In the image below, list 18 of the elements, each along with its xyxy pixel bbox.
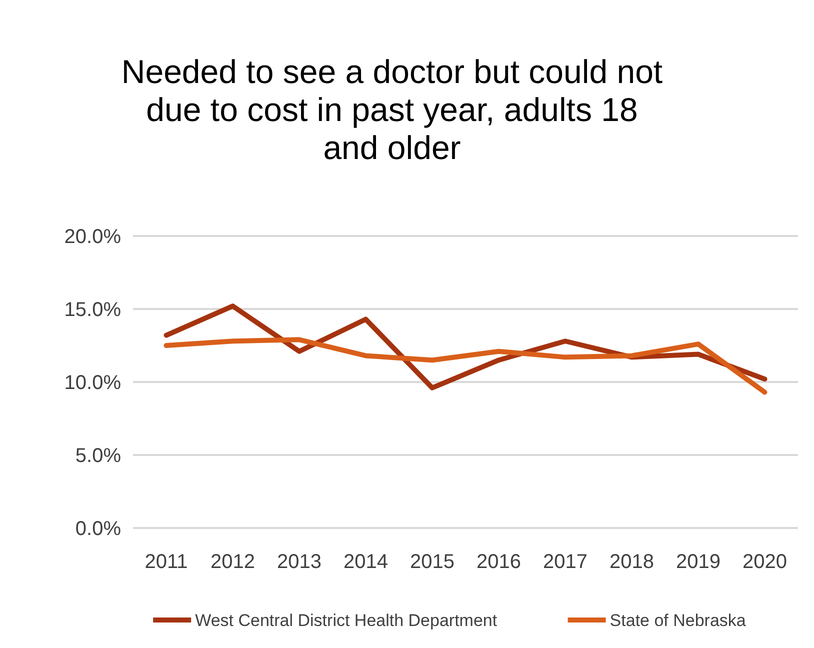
chart-title: Needed to see a doctor but could not due to cost in past year, adults 18 and older (121, 53, 663, 166)
x-tick-label: 2020 (742, 551, 787, 573)
y-tick-label: 10.0% (64, 372, 122, 394)
x-tick-label: 2017 (543, 551, 588, 573)
y-tick-label: 5.0% (75, 445, 122, 467)
x-tick-label: 2012 (210, 551, 255, 573)
x-tick-label: 2016 (476, 551, 521, 573)
x-tick-label: 2013 (277, 551, 322, 573)
x-tick-label: 2011 (144, 551, 188, 573)
y-tick-label: 15.0% (64, 299, 122, 321)
y-tick-label: 20.0% (64, 226, 122, 248)
x-tick-label: 2019 (676, 551, 720, 573)
x-tick-label: 2014 (344, 551, 388, 573)
legend-label: West Central District Health Department (195, 610, 498, 630)
x-tick-label: 2018 (610, 551, 654, 573)
y-tick-label: 0.0% (75, 518, 122, 540)
x-tick-label: 2015 (410, 551, 454, 573)
legend-label: State of Nebraska (610, 610, 746, 630)
